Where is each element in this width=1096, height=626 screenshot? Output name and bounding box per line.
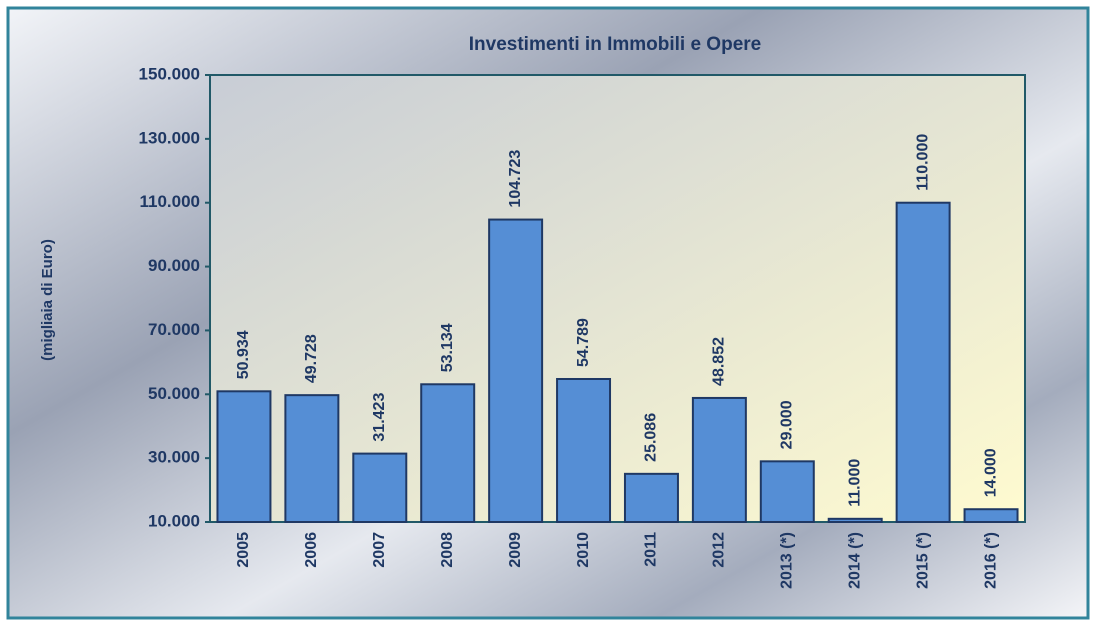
- x-tick-label: 2006: [303, 532, 320, 568]
- bar: [623, 472, 679, 523]
- y-axis-label: (migliaia di Euro): [39, 239, 56, 361]
- x-tick-label: 2008: [439, 532, 456, 568]
- bar: [691, 396, 747, 523]
- y-tick-label: 130.000: [139, 128, 200, 147]
- x-tick-label: 2011: [643, 532, 660, 567]
- x-tick-label: 2015 (*): [914, 532, 931, 589]
- bar: [556, 377, 612, 523]
- x-tick-label: 2013 (*): [779, 532, 796, 589]
- bar: [420, 383, 476, 523]
- bar: [216, 390, 272, 523]
- data-label: 14.000: [982, 448, 999, 497]
- x-tick-label: 2005: [235, 532, 252, 568]
- data-label: 50.934: [235, 330, 252, 379]
- chart-title: Investimenti in Immobili e Opere: [469, 34, 761, 55]
- bar: [284, 394, 340, 523]
- x-tick-label: 2012: [711, 532, 728, 568]
- x-tick-label: 2009: [507, 532, 524, 568]
- bar: [759, 460, 815, 524]
- data-label: 29.000: [779, 400, 796, 449]
- data-label: 25.086: [643, 413, 660, 462]
- x-tick-label: 2010: [575, 532, 592, 568]
- x-tick-label: 2014 (*): [846, 532, 863, 589]
- y-tick-label: 150.000: [139, 64, 200, 83]
- x-tick-label: 2016 (*): [982, 532, 999, 589]
- data-label: 54.789: [575, 318, 592, 367]
- y-tick-label: 90.000: [148, 256, 200, 275]
- bar: [895, 201, 951, 523]
- bar: [827, 517, 883, 523]
- data-label: 110.000: [914, 134, 931, 191]
- y-tick-label: 30.000: [148, 448, 200, 467]
- x-tick-label: 2007: [371, 532, 388, 568]
- bar: [963, 508, 1019, 524]
- y-tick-label: 10.000: [148, 511, 200, 530]
- bar: [352, 452, 408, 524]
- y-tick-label: 70.000: [148, 320, 200, 339]
- plot-area: [209, 74, 1026, 523]
- bar: [488, 218, 544, 523]
- y-tick-label: 50.000: [148, 384, 200, 403]
- data-label: 104.723: [507, 150, 524, 208]
- data-label: 53.134: [439, 323, 456, 372]
- data-label: 49.728: [303, 334, 320, 383]
- data-label: 11.000: [846, 459, 863, 507]
- data-label: 31.423: [371, 393, 388, 442]
- y-tick-label: 110.000: [139, 192, 200, 211]
- data-label: 48.852: [711, 337, 728, 386]
